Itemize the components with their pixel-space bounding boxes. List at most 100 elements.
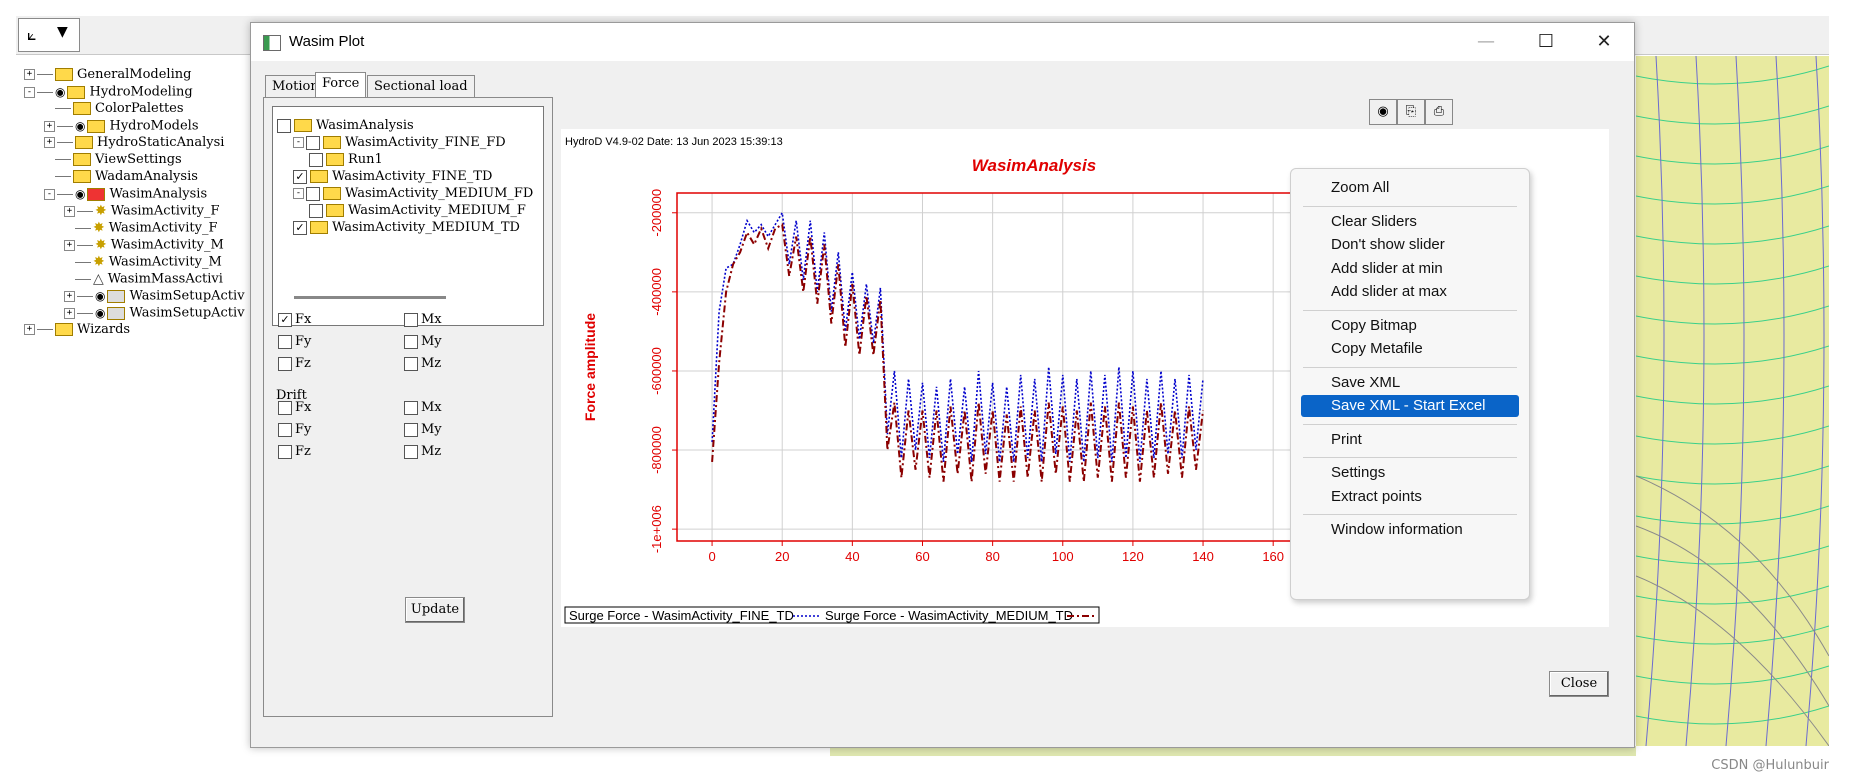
checkbox[interactable]: ✓ (278, 312, 292, 327)
checkbox[interactable]: ✓ (293, 169, 307, 184)
eye-icon[interactable]: ◉ (55, 85, 66, 99)
activity-node[interactable]: WasimActivity_MEDIUM_F (309, 202, 526, 220)
checkbox[interactable] (404, 334, 418, 349)
expand-icon[interactable]: + (24, 69, 35, 80)
tab-force[interactable]: Force (315, 72, 367, 98)
expand-icon[interactable]: + (64, 290, 75, 302)
tree-node[interactable]: - ◉ HydroModeling (24, 83, 193, 101)
checkbox[interactable] (404, 400, 418, 415)
expand-icon[interactable]: + (64, 307, 75, 319)
drift-mx-checkbox[interactable]: Mx (404, 400, 442, 415)
expand-icon[interactable]: + (44, 137, 55, 148)
drift-fz-checkbox[interactable]: Fz (278, 444, 311, 459)
tab-sectional-load[interactable]: Sectional load (367, 75, 475, 98)
close-window-button[interactable]: ✕ (1596, 31, 1612, 52)
collapse-icon[interactable]: - (44, 188, 55, 200)
menu-item[interactable]: Save XML - Start Excel (1301, 395, 1519, 417)
checkbox[interactable] (404, 356, 418, 371)
checkbox[interactable] (278, 356, 292, 371)
checkbox[interactable] (306, 186, 320, 201)
drift-my-checkbox[interactable]: My (404, 422, 442, 437)
menu-item[interactable]: Add slider at min (1331, 259, 1443, 277)
checkbox[interactable] (278, 334, 292, 349)
menu-item[interactable]: Settings (1331, 464, 1386, 481)
tree-node[interactable]: + GeneralModeling (24, 66, 191, 84)
drift-fy-checkbox[interactable]: Fy (278, 422, 311, 437)
collapse-icon[interactable]: - (293, 137, 304, 148)
maximize-button[interactable]: ☐ (1537, 31, 1555, 52)
force-mx-checkbox[interactable]: Mx (404, 312, 442, 327)
checkbox[interactable] (404, 312, 418, 327)
expand-icon[interactable]: + (64, 239, 75, 251)
drift-fx-checkbox[interactable]: Fx (278, 400, 311, 415)
menu-item[interactable]: Clear Sliders (1331, 212, 1417, 230)
expand-icon[interactable]: + (44, 120, 55, 132)
menu-item[interactable]: Add slider at max (1331, 283, 1447, 300)
activity-node[interactable]: ✓ WasimActivity_MEDIUM_TD (293, 219, 520, 237)
checkbox[interactable] (306, 135, 320, 150)
activity-node[interactable]: - WasimActivity_FINE_FD (293, 134, 506, 152)
eye-icon[interactable]: ◉ (75, 187, 86, 201)
activity-node[interactable]: WasimAnalysis (277, 117, 414, 135)
tree-node[interactable]: ✸ WasimActivity_M (64, 253, 222, 271)
eye-icon[interactable]: ◉ (75, 119, 86, 133)
collapse-icon[interactable]: - (24, 86, 35, 98)
tree-node[interactable]: - ◉ WasimAnalysis (44, 185, 207, 203)
checkbox[interactable] (278, 422, 292, 437)
activity-node[interactable]: ✓ WasimActivity_FINE_TD (293, 168, 492, 186)
force-fz-checkbox[interactable]: Fz (278, 356, 311, 371)
expand-icon[interactable]: + (64, 205, 75, 217)
menu-item[interactable]: Zoom All (1331, 179, 1390, 196)
checkbox[interactable] (278, 444, 292, 459)
minimize-button[interactable]: — (1477, 31, 1495, 52)
tree-node[interactable]: + Wizards (24, 321, 130, 339)
collapse-icon[interactable]: - (293, 188, 304, 199)
chevron-down-icon: ▼ (57, 24, 68, 40)
tree-node[interactable]: ViewSettings (44, 151, 182, 169)
update-button[interactable]: Update (405, 597, 465, 623)
activity-node[interactable]: - WasimActivity_MEDIUM_FD (293, 185, 533, 203)
drift-mz-checkbox[interactable]: Mz (404, 444, 441, 459)
checkbox[interactable] (309, 152, 323, 167)
tree-node[interactable]: △ WasimMassActivi (64, 270, 223, 288)
menu-item[interactable]: Don't show slider (1331, 236, 1445, 253)
menu-item[interactable]: Copy Bitmap (1331, 316, 1417, 334)
tree-node[interactable]: ✸ WasimActivity_F (64, 219, 218, 237)
tree-node[interactable]: + ◉ WasimSetupActiv (64, 287, 245, 305)
eye-icon[interactable]: ◉ (95, 306, 106, 320)
force-fx-checkbox[interactable]: ✓ Fx (278, 312, 311, 327)
tree-node[interactable]: + ✸ WasimActivity_F (64, 202, 220, 220)
checkbox[interactable] (404, 422, 418, 437)
tree-node-label: WasimActivity_M (108, 254, 222, 270)
menu-item[interactable]: Save XML (1331, 373, 1401, 391)
menu-item[interactable]: Window information (1331, 521, 1463, 538)
chart-tool-button[interactable]: ⟀ ▼ (18, 18, 80, 52)
checkbox[interactable] (278, 400, 292, 415)
folder-icon (73, 102, 91, 115)
activity-node[interactable]: Run1 (309, 151, 383, 169)
force-my-checkbox[interactable]: My (404, 334, 442, 349)
close-button[interactable]: Close (1549, 671, 1609, 697)
checkbox[interactable] (277, 118, 291, 133)
expand-icon[interactable]: + (24, 324, 35, 335)
tree-scrollbar[interactable] (294, 296, 446, 299)
menu-item[interactable]: Print (1331, 430, 1362, 448)
menu-item[interactable]: Extract points (1331, 487, 1422, 505)
tree-node[interactable]: WadamAnalysis (44, 168, 198, 186)
force-fy-checkbox[interactable]: Fy (278, 334, 311, 349)
eye-icon[interactable]: ◉ (1369, 99, 1397, 125)
tree-node[interactable]: ColorPalettes (44, 100, 184, 118)
force-mz-checkbox[interactable]: Mz (404, 356, 441, 371)
eye-icon[interactable]: ◉ (95, 289, 106, 303)
checkbox[interactable]: ✓ (293, 220, 307, 235)
tree-node[interactable]: + ◉ WasimSetupActiv (64, 304, 245, 322)
tree-node[interactable]: + ✸ WasimActivity_M (64, 236, 224, 254)
paste-icon[interactable]: ⎙ (1425, 99, 1453, 125)
checkbox[interactable] (309, 203, 323, 218)
checkbox[interactable] (404, 444, 418, 459)
chart-icon: ⟀ (27, 25, 37, 44)
tree-node[interactable]: + HydroStaticAnalysi (44, 134, 224, 152)
menu-item[interactable]: Copy Metafile (1331, 340, 1423, 357)
copy-icon[interactable]: ⎘ (1397, 99, 1425, 125)
tree-node[interactable]: + ◉ HydroModels (44, 117, 199, 135)
